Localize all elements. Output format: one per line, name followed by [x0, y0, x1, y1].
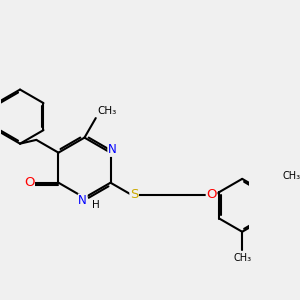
Text: N: N [78, 194, 87, 207]
Text: O: O [206, 188, 217, 201]
Text: N: N [108, 143, 117, 156]
Text: CH₃: CH₃ [98, 106, 117, 116]
Text: H: H [92, 200, 100, 210]
Text: CH₃: CH₃ [233, 253, 251, 263]
Text: O: O [24, 176, 34, 189]
Text: S: S [130, 188, 138, 201]
Text: CH₃: CH₃ [283, 171, 300, 182]
